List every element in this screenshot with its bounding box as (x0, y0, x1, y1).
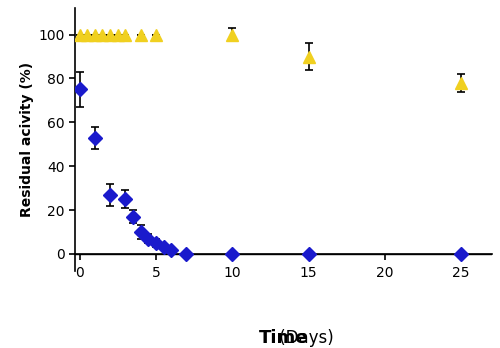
Text: Time: Time (258, 329, 308, 347)
Text: (Days): (Days) (232, 329, 334, 347)
Y-axis label: Residual acivity (%): Residual acivity (%) (20, 62, 34, 218)
